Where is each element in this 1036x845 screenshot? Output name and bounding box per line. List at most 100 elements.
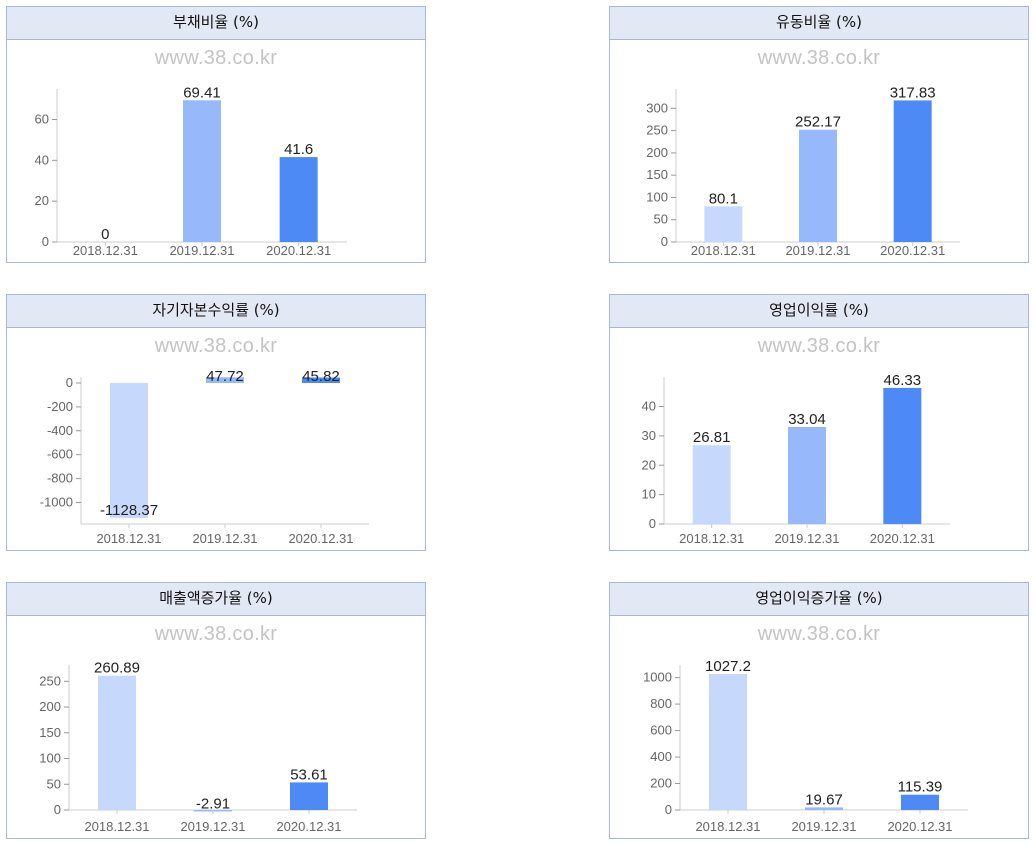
bar-chart-operating-income-growth: 0 200 400 600 800 1000 1027.2 2018.12.31 19.67 20… — [643, 658, 968, 834]
y-tick-label: 150 — [646, 167, 668, 182]
y-tick-label: 0 — [66, 375, 73, 390]
y-tick-label: -800 — [47, 471, 73, 486]
y-tick-label: 200 — [650, 776, 672, 791]
y-tick-label: 0 — [54, 802, 61, 817]
y-tick-label: 1000 — [643, 670, 672, 685]
y-tick-label: 10 — [642, 487, 656, 502]
x-tick-label: 2020.12.31 — [288, 531, 353, 546]
y-tick-label: 600 — [650, 723, 672, 738]
chart-title: 매출액증가율 (%) — [7, 583, 425, 616]
bar-value-label: 45.82 — [302, 368, 340, 385]
bar-value-label: 53.61 — [290, 766, 328, 783]
bar — [183, 100, 221, 242]
y-tick-label: 30 — [642, 428, 656, 443]
chart-title: 영업이익률 (%) — [610, 295, 1028, 328]
x-tick-label: 2018.12.31 — [84, 819, 149, 834]
x-tick-label: 2018.12.31 — [679, 531, 744, 546]
chart-panel-current-ratio: 유동비율 (%) www.38.co.kr 0 50 100 150 200 250 300… — [609, 6, 1029, 263]
chart-title: 자기자본수익률 (%) — [7, 295, 425, 328]
x-tick-label: 2019.12.31 — [774, 531, 839, 546]
x-tick-label: 2019.12.31 — [192, 531, 257, 546]
bar-chart-current-ratio: 0 50 100 150 200 250 300 80.1 2018.12.31 252.17 20… — [646, 84, 960, 258]
bar-value-label: 69.41 — [183, 84, 221, 101]
bar — [788, 426, 826, 524]
x-tick-label: 2019.12.31 — [169, 243, 234, 258]
bar-value-label: 0 — [101, 226, 109, 243]
x-tick-label: 2020.12.31 — [266, 243, 331, 258]
y-tick-label: -1000 — [40, 494, 73, 509]
y-tick-label: 0 — [665, 802, 672, 817]
y-tick-label: 50 — [654, 212, 668, 227]
bar — [901, 794, 939, 810]
y-tick-label: -600 — [47, 447, 73, 462]
y-tick-label: 60 — [35, 112, 49, 127]
bar-value-label: -1128.37 — [100, 502, 158, 519]
y-tick-label: 250 — [39, 673, 61, 688]
watermark: www.38.co.kr — [154, 335, 278, 357]
bar-value-label: 41.6 — [284, 141, 313, 158]
x-tick-label: 2020.12.31 — [276, 819, 341, 834]
bar-value-label: 26.81 — [693, 429, 731, 446]
bar-value-label: 19.67 — [805, 791, 843, 808]
y-tick-label: -200 — [47, 399, 73, 414]
x-tick-label: 2020.12.31 — [880, 243, 945, 258]
x-tick-label: 2018.12.31 — [73, 243, 138, 258]
y-tick-label: 40 — [35, 152, 49, 167]
y-tick-label: -400 — [47, 423, 73, 438]
y-tick-label: 50 — [47, 776, 61, 791]
bar — [279, 157, 318, 242]
bar-value-label: 317.83 — [890, 84, 936, 101]
chart-title: 영업이익증가율 (%) — [610, 583, 1028, 616]
y-tick-label: 40 — [642, 399, 656, 414]
watermark: www.38.co.kr — [757, 47, 881, 69]
y-tick-label: 0 — [661, 234, 668, 249]
bar-chart-debt-ratio: 020406002018.12.3169.412019.12.3141.6202… — [35, 84, 347, 258]
bar-value-label: 1027.2 — [705, 658, 751, 675]
y-tick-label: 200 — [646, 145, 668, 160]
y-tick-label: 0 — [649, 516, 656, 531]
x-tick-label: 2020.12.31 — [870, 531, 935, 546]
y-tick-label: 20 — [35, 193, 49, 208]
y-tick-label: 200 — [39, 699, 61, 714]
bar — [883, 387, 922, 524]
chart-panel-roe: 자기자본수익률 (%) www.38.co.kr 0 -200 -400 -600 -8… — [6, 294, 426, 551]
bar — [290, 782, 328, 810]
y-tick-label: 100 — [646, 189, 668, 204]
watermark: www.38.co.kr — [154, 623, 278, 645]
y-tick-label: 400 — [650, 749, 672, 764]
bar — [799, 129, 837, 242]
chart-title: 유동비율 (%) — [610, 7, 1028, 40]
bar-value-label: 47.72 — [206, 368, 244, 385]
y-tick-label: 250 — [646, 123, 668, 138]
bar — [692, 445, 731, 524]
bar — [805, 807, 843, 810]
chart-panel-operating-income-growth: 영업이익증가율 (%) www.38.co.kr 0 200 400 600 800 10… — [609, 582, 1029, 839]
watermark: www.38.co.kr — [757, 623, 881, 645]
x-tick-label: 2019.12.31 — [791, 819, 856, 834]
watermark: www.38.co.kr — [154, 47, 278, 69]
y-tick-label: 20 — [642, 457, 656, 472]
y-tick-label: 300 — [646, 100, 668, 115]
chart-panel-debt-ratio: 부채비율 (%) www.38.co.kr 0 20 40 60 0 2018.12.31… — [6, 6, 426, 263]
bar-value-label: 252.17 — [795, 114, 841, 131]
chart-panel-sales-growth: 매출액증가율 (%) www.38.co.kr 0 50 100 150 200 250 2… — [6, 582, 426, 839]
x-tick-label: 2018.12.31 — [691, 243, 756, 258]
bar — [206, 377, 244, 383]
x-tick-label: 2019.12.31 — [785, 243, 850, 258]
x-tick-label: 2019.12.31 — [180, 819, 245, 834]
bar-chart-operating-margin: 0 10 20 30 40 26.81 2018.12.31 33.04 2019.12.31 4… — [642, 372, 950, 546]
bar-value-label: 115.39 — [898, 779, 943, 796]
bar-value-label: 46.33 — [884, 372, 922, 389]
bar — [302, 377, 340, 383]
bar-value-label: 260.89 — [94, 660, 140, 677]
chart-panel-operating-margin: 영업이익률 (%) www.38.co.kr 0 10 20 30 40 26.81 201… — [609, 294, 1029, 551]
bar — [704, 206, 743, 242]
bar-value-label: 33.04 — [788, 411, 826, 428]
chart-title: 부채비율 (%) — [7, 7, 425, 40]
bar — [98, 675, 136, 810]
x-tick-label: 2018.12.31 — [695, 819, 760, 834]
bar-chart-roe: 0 -200 -400 -600 -800 -1000 -1128.37 2018.12.31… — [40, 368, 369, 546]
watermark: www.38.co.kr — [757, 335, 881, 357]
bar-value-label: -2.91 — [196, 795, 230, 812]
bar-chart-sales-growth: 0 50 100 150 200 250 260.89 2018.12.31 -2.91 2019… — [39, 660, 357, 834]
